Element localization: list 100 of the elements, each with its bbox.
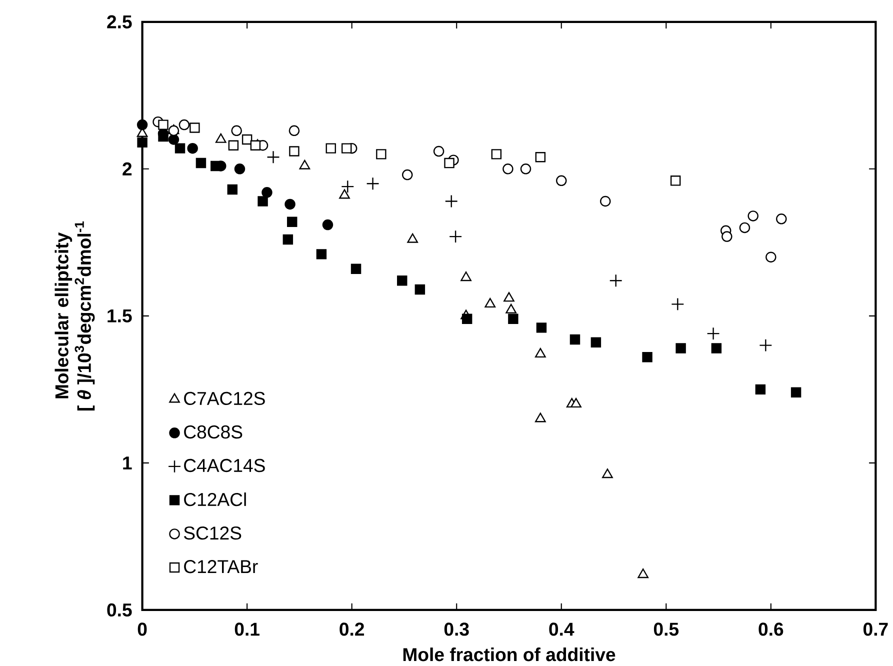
point	[570, 398, 582, 408]
point	[341, 180, 354, 194]
y-tick-label: 2	[122, 162, 132, 176]
point	[590, 337, 602, 348]
x-tick-label: 0.2	[340, 622, 364, 636]
point	[376, 149, 386, 160]
point	[491, 149, 502, 160]
legend-label: C12TABr	[184, 560, 258, 574]
point	[322, 220, 334, 230]
point	[231, 125, 242, 136]
point	[228, 140, 239, 151]
point	[670, 176, 681, 186]
point	[755, 384, 766, 395]
legend-label: SC12S	[184, 526, 242, 540]
point	[504, 292, 514, 302]
point	[326, 143, 336, 154]
point	[284, 199, 296, 210]
point	[350, 264, 362, 274]
point	[433, 146, 444, 157]
point	[289, 146, 300, 157]
point	[174, 143, 186, 154]
point	[448, 230, 462, 244]
point	[339, 189, 350, 199]
y-tick-label: 2.5	[107, 15, 132, 29]
y-tick-label: 0.5	[107, 604, 132, 617]
point	[414, 284, 426, 295]
point	[570, 334, 580, 345]
point	[341, 143, 352, 154]
point	[190, 122, 200, 134]
point	[215, 134, 226, 144]
point	[766, 252, 776, 263]
y-tick-label: 1	[123, 456, 132, 470]
point	[407, 233, 418, 244]
x-tick-label: 0	[138, 622, 147, 636]
point	[187, 143, 198, 154]
point	[508, 314, 518, 324]
text: [ θ ]/10$^{3}$degcm$^{2}$dmol$^{-1}$	[74, 222, 95, 411]
legend-label: C7AC12S	[184, 392, 265, 406]
x-tick-label: 0.6	[758, 622, 784, 636]
point	[266, 150, 280, 164]
point	[397, 276, 408, 286]
point	[158, 120, 168, 130]
point	[748, 210, 758, 222]
x-axis-title: Mole fraction of additive	[403, 648, 616, 662]
point	[136, 120, 148, 130]
point	[158, 132, 168, 142]
point	[776, 214, 787, 224]
point	[534, 348, 546, 358]
x-tick-label: 0.3	[444, 622, 469, 636]
point	[556, 175, 567, 186]
point	[366, 177, 380, 190]
point	[536, 322, 547, 333]
x-tick-label: 0.4	[549, 622, 574, 636]
point	[534, 412, 546, 422]
point	[287, 216, 298, 228]
legend-label: C8C8S	[184, 426, 242, 439]
point	[316, 249, 327, 260]
point	[506, 304, 517, 314]
point	[444, 158, 454, 168]
text: Molecular elliptcity	[54, 232, 72, 398]
point	[502, 164, 514, 174]
point	[609, 274, 622, 288]
point	[258, 196, 268, 207]
point	[671, 298, 684, 311]
point	[282, 234, 294, 245]
point	[462, 314, 472, 324]
point	[227, 184, 238, 195]
point	[711, 343, 722, 354]
point	[790, 387, 802, 398]
x-tick-label: 0.7	[863, 622, 888, 636]
point	[600, 196, 611, 207]
point	[484, 298, 496, 308]
point	[642, 352, 652, 362]
x-tick-label: 0.5	[654, 622, 679, 636]
point	[196, 158, 206, 168]
point	[706, 327, 720, 340]
point	[210, 161, 221, 172]
x-tick-label: 0.1	[234, 622, 260, 636]
point	[234, 164, 246, 174]
point	[535, 152, 546, 162]
point	[137, 138, 148, 148]
y-tick-label: 1.5	[108, 310, 132, 323]
point	[299, 160, 310, 170]
point	[288, 125, 300, 136]
point	[250, 140, 261, 151]
point	[602, 468, 613, 478]
legend-label: C12ACl	[184, 492, 246, 506]
point	[520, 164, 532, 174]
point	[676, 343, 686, 354]
point	[460, 272, 472, 282]
point	[178, 120, 190, 130]
point	[638, 568, 649, 578]
point	[262, 187, 272, 198]
legend-label: C4AC14S	[184, 459, 265, 472]
point	[722, 231, 732, 242]
point	[444, 194, 458, 208]
point	[242, 134, 252, 145]
point	[759, 338, 772, 352]
point	[739, 222, 750, 234]
point	[402, 170, 413, 180]
